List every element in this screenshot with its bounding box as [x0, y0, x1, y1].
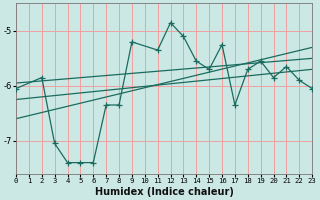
X-axis label: Humidex (Indice chaleur): Humidex (Indice chaleur) — [95, 187, 234, 197]
